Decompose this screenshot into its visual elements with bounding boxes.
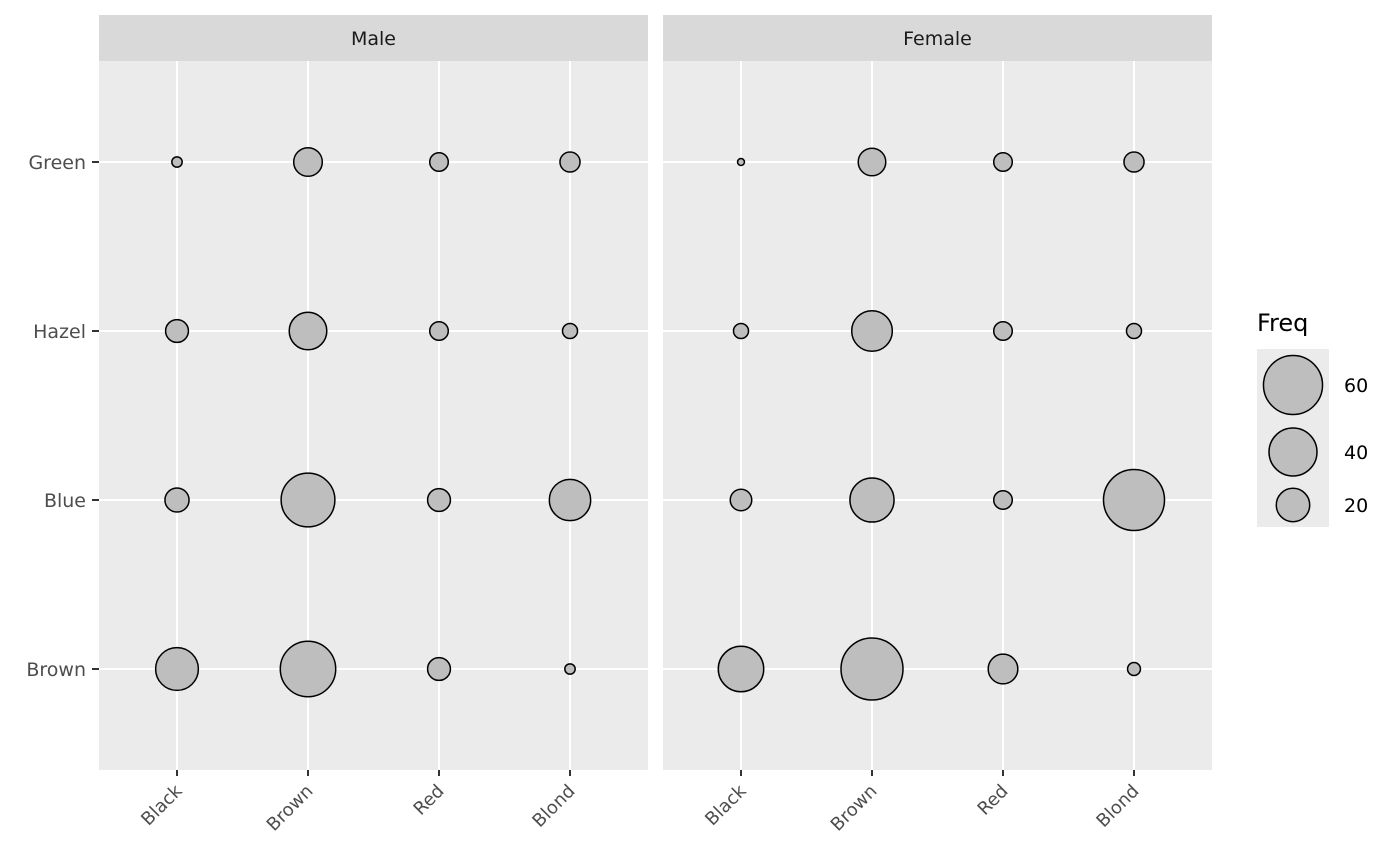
data-point — [280, 472, 336, 528]
data-point — [1123, 151, 1145, 173]
legend-label: 60 — [1344, 375, 1368, 397]
facet-strip — [663, 15, 1212, 61]
x-tick-label: Red — [410, 781, 449, 820]
facet-label: Male — [351, 28, 396, 50]
data-point — [736, 157, 746, 167]
legend-key — [1268, 427, 1318, 477]
data-point — [1126, 661, 1142, 677]
data-point — [992, 151, 1014, 173]
data-point — [288, 311, 328, 351]
x-tick-label: Red — [974, 781, 1013, 820]
y-tick-label: Brown — [26, 659, 86, 681]
data-point — [154, 646, 200, 692]
data-point — [164, 487, 190, 513]
y-tick-label: Blue — [44, 490, 86, 512]
data-point — [729, 488, 753, 512]
data-point — [561, 322, 579, 340]
legend-key — [1275, 487, 1311, 523]
y-tick-label: Hazel — [33, 321, 86, 343]
legend-label: 40 — [1344, 442, 1368, 464]
data-point — [564, 663, 576, 675]
facet-label: Female — [903, 28, 972, 50]
legend-title: Freq — [1257, 309, 1308, 337]
data-point — [279, 640, 337, 698]
data-point — [992, 320, 1014, 342]
x-tick-label: Black — [701, 780, 751, 830]
data-point — [292, 146, 324, 178]
data-point — [164, 318, 190, 344]
legend-key — [1262, 354, 1324, 416]
data-point — [559, 151, 581, 173]
data-point — [850, 309, 894, 353]
data-point — [548, 478, 592, 522]
data-point — [426, 656, 452, 682]
data-point — [849, 477, 895, 523]
data-point — [428, 151, 450, 173]
data-point — [717, 645, 765, 693]
data-point — [1102, 468, 1166, 532]
data-point — [992, 489, 1014, 511]
x-tick-label: Black — [137, 780, 187, 830]
x-tick-label: Brown — [827, 781, 882, 836]
data-point — [732, 322, 750, 340]
data-point — [987, 653, 1019, 685]
data-point — [840, 637, 904, 701]
data-point — [857, 147, 887, 177]
facet-strip — [99, 15, 648, 61]
data-point — [1125, 322, 1143, 340]
legend-label: 20 — [1344, 495, 1368, 517]
data-point — [426, 487, 452, 513]
x-tick-label: Blond — [528, 781, 579, 832]
data-point — [428, 320, 450, 342]
x-tick-label: Brown — [263, 781, 318, 836]
y-tick-label: Green — [28, 152, 86, 174]
x-tick-label: Blond — [1092, 781, 1143, 832]
data-point — [171, 156, 183, 168]
